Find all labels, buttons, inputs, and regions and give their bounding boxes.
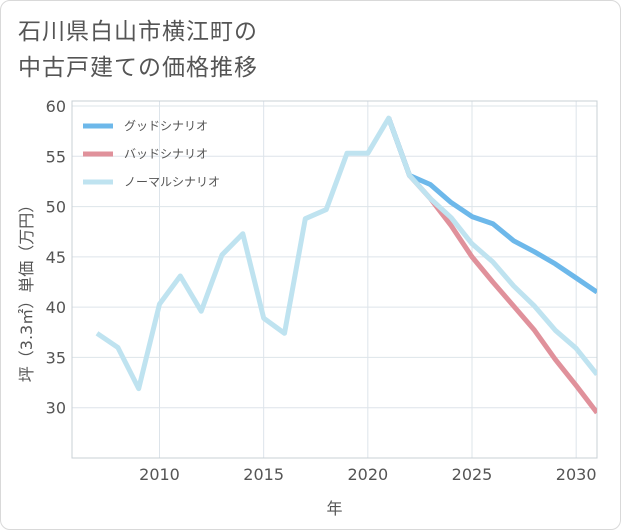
y-axis-ticks: 30 35 40 45 50 55 60	[46, 97, 66, 418]
y-tick-label-50: 50	[46, 198, 66, 217]
series-line-2	[95, 115, 597, 392]
y-tick-label-40: 40	[46, 298, 66, 317]
legend-label-1: バッドシナリオ	[124, 147, 208, 161]
plot-area	[71, 100, 598, 459]
y-tick-label-60: 60	[46, 97, 66, 116]
series-lines	[95, 115, 597, 415]
chart-title-line-2: 中古戸建ての価格推移	[18, 55, 258, 81]
x-tick-label-2020: 2020	[347, 465, 388, 484]
chart-title-line-1: 石川県白山市横江町の	[18, 19, 258, 45]
x-axis-label: 年	[326, 499, 342, 518]
x-axis-ticks: 2010 2015 2020 2025 2030	[139, 465, 596, 484]
y-tick-label-30: 30	[46, 399, 66, 418]
legend-label-2: ノーマルシナリオ	[124, 175, 220, 189]
y-tick-label-55: 55	[46, 147, 66, 166]
legend-label-0: グッドシナリオ	[124, 119, 208, 133]
y-tick-label-45: 45	[46, 248, 66, 267]
x-tick-label-2025: 2025	[452, 465, 493, 484]
x-tick-label-2010: 2010	[139, 465, 180, 484]
series-line-0	[386, 117, 597, 295]
y-tick-label-35: 35	[46, 348, 66, 367]
y-axis-label: 坪（3.3㎡）単価（万円）	[17, 197, 36, 382]
chart-title: 石川県白山市横江町の 中古戸建ての価格推移	[18, 14, 258, 86]
x-tick-label-2015: 2015	[243, 465, 284, 484]
x-tick-label-2030: 2030	[556, 465, 597, 484]
